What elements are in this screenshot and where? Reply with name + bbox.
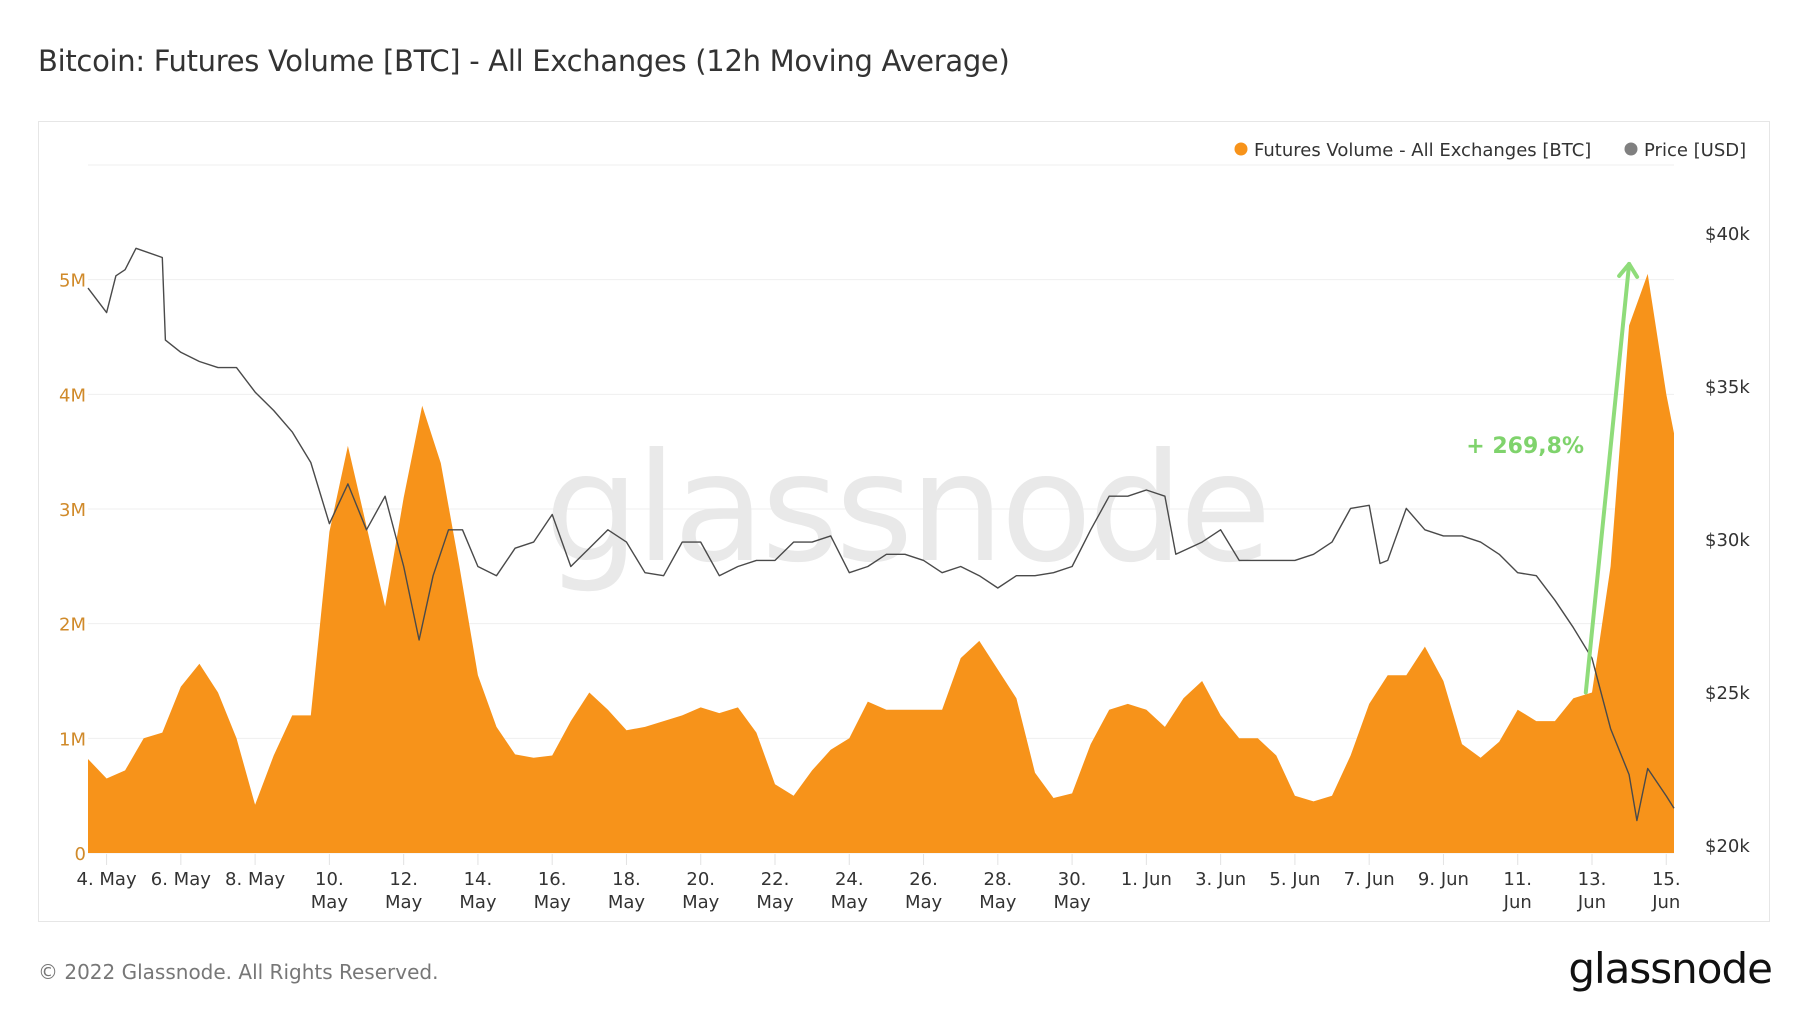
legend: Futures Volume - All Exchanges [BTC] Pric…: [1234, 140, 1746, 161]
right-tick-label: $20k: [1705, 836, 1750, 857]
right-tick-label: $30k: [1705, 530, 1750, 551]
annotation: + 269,8%: [1466, 261, 1640, 695]
legend-label-price[interactable]: Price [USD]: [1644, 140, 1746, 161]
x-tick-label: 13.: [1578, 869, 1607, 890]
right-tick-label: $25k: [1705, 683, 1750, 704]
right-tick-label: $35k: [1705, 377, 1750, 398]
left-tick-label: 1M: [59, 729, 86, 750]
x-tick-label: 20.: [686, 869, 715, 890]
x-tick-label: May: [1053, 892, 1091, 913]
watermark: glassnode: [544, 422, 1267, 596]
x-tick-label: 10.: [315, 869, 344, 890]
x-tick-label: 14.: [464, 869, 493, 890]
chart-frame: [38, 121, 1770, 922]
x-tick-label: May: [534, 892, 572, 913]
x-tick-label: 26.: [909, 869, 938, 890]
left-axis: 0 1M 2M 3M 4M 5M: [59, 271, 86, 865]
legend-label-volume[interactable]: Futures Volume - All Exchanges [BTC]: [1254, 140, 1591, 161]
x-tick-label: 9. Jun: [1418, 869, 1469, 890]
x-tick-label: 15.: [1652, 869, 1681, 890]
x-tick-label: 24.: [835, 869, 864, 890]
x-tick-label: May: [831, 892, 869, 913]
x-tick-label: 6. May: [151, 869, 211, 890]
x-tick-label: Jun: [1503, 892, 1532, 913]
x-tick-label: May: [682, 892, 720, 913]
x-tick-label: 11.: [1503, 869, 1532, 890]
x-tick-label: Jun: [1577, 892, 1606, 913]
legend-dot-volume-icon: [1234, 142, 1248, 156]
right-tick-label: $40k: [1705, 224, 1750, 245]
x-tick-label: 7. Jun: [1344, 869, 1395, 890]
chart-title: Bitcoin: Futures Volume [BTC] - All Exch…: [38, 44, 1010, 78]
annotation-label: + 269,8%: [1466, 434, 1584, 459]
x-tick-label: 8. May: [225, 869, 285, 890]
x-tick-label: 16.: [538, 869, 567, 890]
volume-area: [88, 273, 1674, 853]
left-tick-label: 5M: [59, 271, 86, 292]
x-tick-label: 22.: [761, 869, 790, 890]
x-tick-label: 3. Jun: [1195, 869, 1246, 890]
legend-dot-price-icon: [1624, 142, 1638, 156]
left-tick-label: 4M: [59, 385, 86, 406]
x-tick-label: May: [459, 892, 497, 913]
x-tick-label: 4. May: [77, 869, 137, 890]
x-tick-label: May: [385, 892, 423, 913]
arrow-head-icon: [1617, 261, 1640, 279]
x-tick-label: 12.: [389, 869, 418, 890]
x-tick-label: 5. Jun: [1269, 869, 1320, 890]
x-tick-label: 18.: [612, 869, 641, 890]
left-tick-label: 3M: [59, 500, 86, 521]
x-tick-label: May: [905, 892, 943, 913]
right-axis: $20k $25k $30k $35k $40k: [1705, 224, 1750, 857]
x-tick-label: 30.: [1058, 869, 1087, 890]
x-tick-label: May: [979, 892, 1017, 913]
x-tick-label: May: [756, 892, 794, 913]
arrow-line: [1583, 261, 1632, 695]
x-tick-label: May: [608, 892, 646, 913]
x-tick-label: Jun: [1651, 892, 1680, 913]
x-tick-label: 1. Jun: [1121, 869, 1172, 890]
price-line: [87, 247, 1675, 822]
x-axis: 4. May 6. May 8. May 10.May12.May14.May16.M…: [77, 854, 1681, 913]
glassnode-logo: glassnode: [1568, 944, 1773, 993]
left-tick-label: 0: [75, 844, 86, 865]
copyright: © 2022 Glassnode. All Rights Reserved.: [38, 960, 439, 984]
left-tick-label: 2M: [59, 615, 86, 636]
x-tick-label: May: [311, 892, 349, 913]
x-tick-label: 28.: [984, 869, 1013, 890]
